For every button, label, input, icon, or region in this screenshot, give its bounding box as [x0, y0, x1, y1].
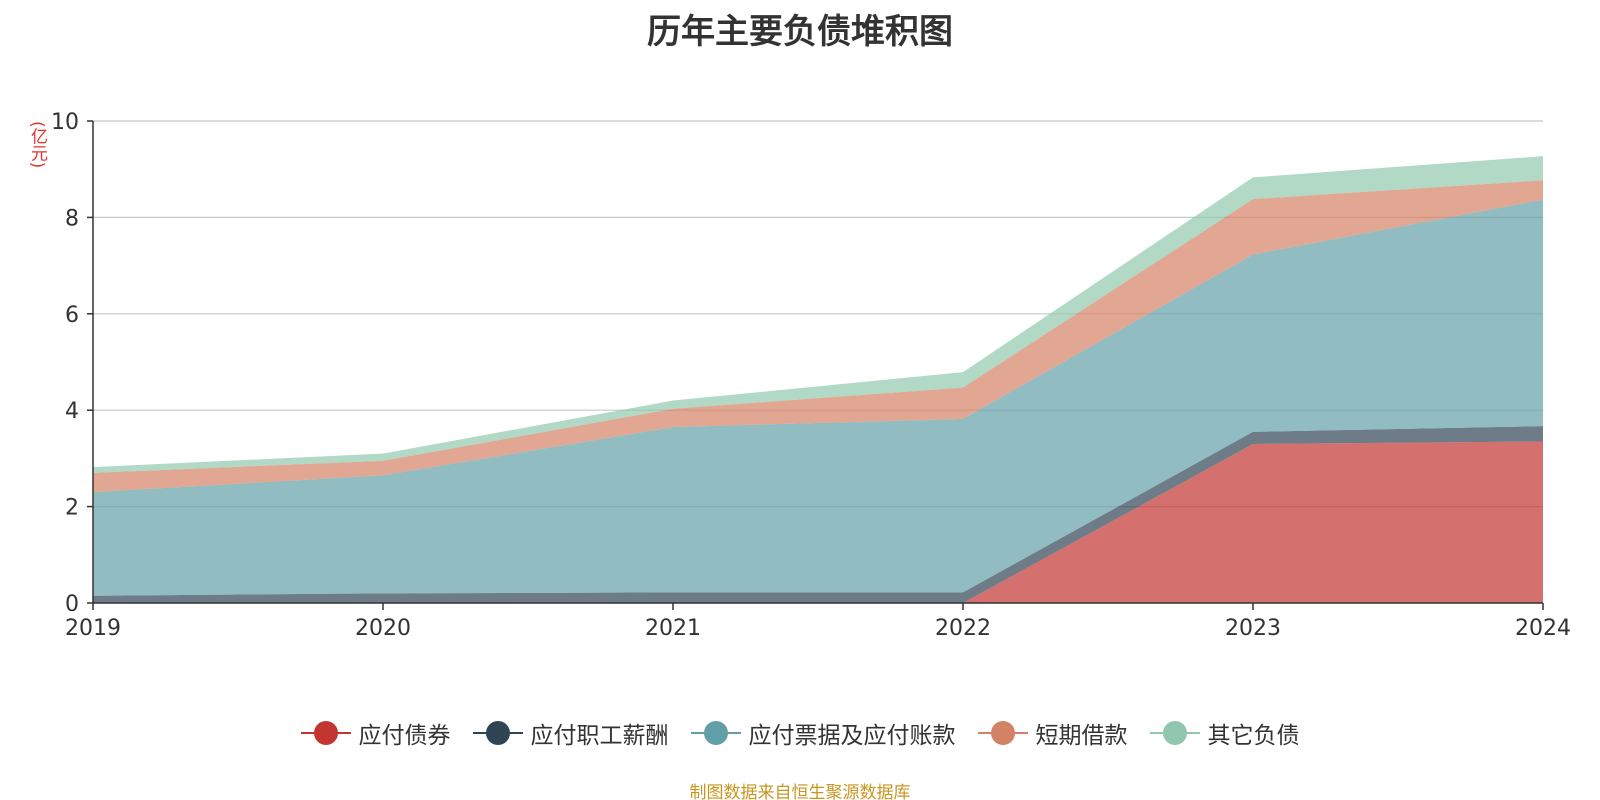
legend-marker-icon	[977, 721, 1028, 745]
legend-label: 应付票据及应付账款	[748, 723, 956, 749]
axes: 0 2 4 6 8 10 2019 2020 2021 2022 2023 2024	[51, 110, 1571, 641]
y-tick-label: 0	[65, 592, 79, 617]
legend-marker-icon	[472, 721, 523, 745]
chart-title: 历年主要负债堆积图	[647, 12, 953, 52]
area-series-layer	[93, 156, 1543, 603]
y-tick-label: 6	[65, 303, 79, 328]
x-tick-label: 2019	[65, 616, 121, 641]
x-tick-label: 2021	[645, 616, 701, 641]
legend-label: 短期借款	[1035, 723, 1128, 749]
legend-marker-icon	[300, 721, 351, 745]
area-series-3[interactable]	[93, 180, 1543, 493]
y-tick-label: 4	[65, 399, 79, 424]
area-chart: 0 2 4 6 8 10 2019 2020 2021 2022 2023 2024	[51, 110, 1571, 641]
x-tick-label: 2020	[355, 616, 411, 641]
y-axis-unit-label: (亿元)	[27, 121, 47, 169]
area-series-4[interactable]	[93, 156, 1543, 473]
legend-label: 应付职工薪酬	[530, 723, 669, 749]
legend-item-4[interactable]: 其它负债	[1149, 716, 1300, 750]
legend-item-1[interactable]: 应付职工薪酬	[472, 716, 669, 750]
source-note: 制图数据来自恒生聚源数据库	[689, 783, 911, 800]
x-tick-label: 2024	[1515, 616, 1571, 641]
y-tick-label: 2	[65, 496, 79, 521]
legend-marker-icon	[1149, 721, 1200, 745]
legend-label: 其它负债	[1207, 723, 1300, 749]
legend-item-3[interactable]: 短期借款	[977, 716, 1128, 750]
legend: 应付债券 应付职工薪酬 应付票据及应付账款 短期借款 其它负债	[0, 716, 1600, 750]
y-tick-label: 8	[65, 206, 79, 231]
area-series-2[interactable]	[93, 199, 1543, 596]
legend-item-0[interactable]: 应付债券	[300, 716, 451, 750]
legend-item-2[interactable]: 应付票据及应付账款	[690, 716, 956, 750]
y-tick-label: 10	[51, 110, 79, 135]
x-tick-label: 2022	[935, 616, 991, 641]
area-series-0[interactable]	[93, 441, 1543, 603]
legend-label: 应付债券	[358, 723, 451, 749]
legend-marker-icon	[690, 721, 741, 745]
x-tick-label: 2023	[1225, 616, 1281, 641]
